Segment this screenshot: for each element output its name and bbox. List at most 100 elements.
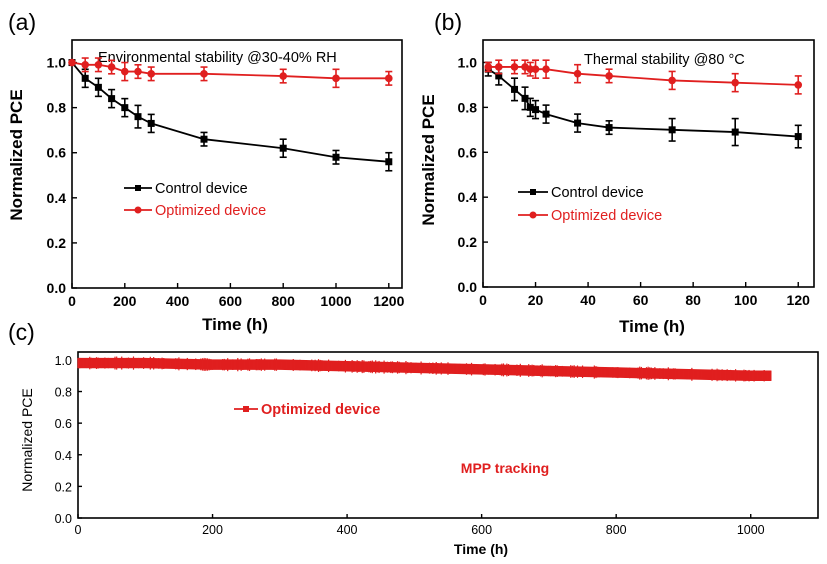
data-point	[542, 65, 550, 73]
panel-b-ytick-label: 0.2	[458, 234, 478, 250]
panel-b-xtick-label: 60	[633, 292, 649, 308]
panel-b-chart: (b) Thermal stability @80 °C Time (h) No…	[419, 9, 815, 336]
data-point	[134, 67, 142, 76]
panel-b-series-1: Control device	[484, 61, 802, 201]
data-point	[385, 158, 393, 166]
panel-c-label: (c)	[8, 319, 35, 345]
panel-c-ytick-label: 1.0	[55, 354, 72, 368]
panel-b-series-2: Optimized device	[484, 59, 803, 224]
data-point	[511, 85, 519, 93]
panel-c-xtick-label: 800	[606, 523, 627, 537]
panel-c-xtick-label: 600	[471, 523, 492, 537]
data-point	[484, 63, 493, 71]
panel-a-ytick-label: 1.0	[47, 55, 67, 71]
data-point	[542, 110, 550, 118]
panel-a-ytick-label: 0.6	[47, 145, 67, 161]
data-point	[94, 83, 102, 91]
panel-b-xtick-label: 0	[479, 292, 487, 308]
panel-a-ytick-label: 0.4	[47, 190, 67, 206]
data-point	[794, 81, 803, 89]
panel-c-annotation: MPP tracking	[461, 460, 549, 476]
data-point	[526, 103, 534, 111]
legend-label: Optimized device	[261, 402, 380, 418]
data-point	[94, 61, 103, 69]
data-point	[532, 106, 540, 114]
legend-label: Control device	[155, 181, 248, 197]
legend-marker	[243, 406, 249, 412]
data-point	[134, 113, 142, 121]
data-point	[147, 70, 155, 78]
panel-a-title: Environmental stability @30-40% RH	[98, 50, 337, 66]
panel-c-xtick-label: 0	[75, 523, 82, 537]
panel-b-xtick-label: 20	[528, 292, 544, 308]
panel-c-xtick-label: 200	[202, 523, 223, 537]
panel-b-ytick-label: 0.4	[458, 189, 478, 205]
data-point	[731, 78, 739, 87]
data-point	[332, 153, 340, 161]
panel-c-series-1: Optimized device	[77, 356, 772, 418]
panel-c-frame	[77, 351, 819, 519]
legend-label: Optimized device	[155, 203, 266, 219]
panel-c-ytick-label: 0.4	[55, 449, 72, 463]
panel-a-ytick-label: 0.2	[47, 235, 67, 251]
data-point	[668, 76, 676, 85]
panel-b-ytick-label: 1.0	[458, 54, 478, 70]
panel-c-ytick-label: 0.8	[55, 386, 72, 400]
panel-a-xtick-label: 400	[166, 293, 190, 309]
panel-b-ylabel: Normalized PCE	[419, 94, 438, 225]
data-point	[200, 135, 208, 143]
panel-a-ytick-label: 0.0	[47, 280, 67, 296]
data-point	[121, 104, 129, 112]
panel-a-xlabel: Time (h)	[202, 315, 268, 334]
panel-b-label: (b)	[434, 9, 462, 35]
data-point	[495, 72, 503, 80]
panel-a-xtick-label: 0	[68, 293, 76, 309]
data-point	[385, 74, 393, 83]
panel-c-ytick-label: 0.0	[55, 512, 72, 526]
panel-c-xtick-label: 1000	[737, 523, 765, 537]
panel-a-ytick-label: 0.8	[47, 100, 67, 116]
data-point	[107, 63, 116, 71]
data-point	[605, 124, 613, 132]
panel-a-series-1: Control device	[68, 59, 393, 197]
panel-b-xtick-label: 120	[787, 292, 811, 308]
data-point	[332, 74, 340, 83]
panel-b-xtick-label: 80	[685, 292, 701, 308]
panel-b-xtick-label: 40	[580, 292, 596, 308]
panel-b-ytick-label: 0.8	[458, 99, 478, 115]
legend-label: Optimized device	[551, 208, 662, 224]
data-point	[81, 61, 89, 69]
panel-c-ytick-label: 0.2	[55, 480, 72, 494]
panel-a-xtick-label: 1000	[320, 293, 351, 309]
panel-a-label: (a)	[8, 9, 36, 35]
legend-label: Control device	[551, 185, 644, 201]
data-point	[121, 67, 129, 76]
panel-a-xtick-label: 1200	[373, 293, 404, 309]
legend-marker	[530, 189, 536, 195]
data-point	[279, 72, 288, 80]
data-point	[526, 65, 535, 73]
panel-a-series-2: Optimized device	[68, 57, 393, 219]
data-point	[531, 65, 540, 73]
panel-c-xtick-label: 400	[337, 523, 358, 537]
panel-a-xtick-label: 200	[113, 293, 137, 309]
data-point	[794, 133, 802, 141]
data-point	[521, 94, 529, 102]
data-point	[68, 58, 76, 67]
panel-a-xtick-label: 800	[272, 293, 296, 309]
panel-b-xtick-label: 100	[734, 292, 758, 308]
panel-b-ytick-label: 0.6	[458, 144, 478, 160]
panel-c-chart: (c) Time (h) Normalized PCE MPP tracking…	[8, 319, 819, 557]
data-point	[574, 119, 582, 127]
data-point	[605, 72, 613, 80]
panel-c-ytick-label: 0.6	[55, 417, 72, 431]
panel-a-chart: (a) Environmental stability @30-40% RH T…	[7, 9, 405, 334]
panel-b-xlabel: Time (h)	[619, 317, 685, 336]
panel-c-ylabel: Normalized PCE	[19, 388, 35, 491]
legend-marker	[529, 211, 537, 219]
legend-marker	[134, 206, 142, 214]
data-point	[494, 63, 503, 71]
data-point	[108, 95, 116, 103]
data-point	[200, 70, 208, 78]
